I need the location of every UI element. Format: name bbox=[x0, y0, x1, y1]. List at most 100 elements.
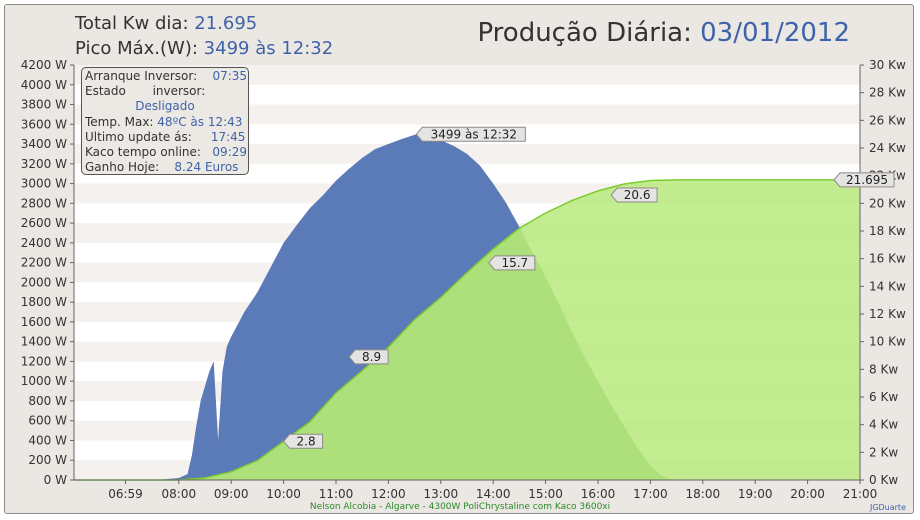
y-left-tick-label: 1200 W bbox=[21, 354, 67, 368]
y-right-tick-label: 24 Kw bbox=[869, 141, 906, 155]
gain-label: Ganho Hoje: bbox=[85, 160, 160, 175]
peak-label: Pico Máx.(W): bbox=[75, 38, 198, 59]
state-value: Desligado bbox=[135, 99, 195, 114]
y-left-tick-label: 3800 W bbox=[21, 98, 67, 112]
y-right-tick-label: 16 Kw bbox=[869, 252, 906, 266]
temp-label: Temp. Max: bbox=[85, 114, 154, 129]
y-left-tick-label: 1000 W bbox=[21, 374, 67, 388]
startup-label: Arranque Inversor: bbox=[85, 69, 198, 83]
total-kw-label: Total Kw dia: bbox=[75, 13, 189, 34]
y-right-tick-label: 20 Kw bbox=[869, 196, 906, 210]
y-left-tick-label: 200 W bbox=[28, 453, 67, 467]
x-tick-label: 19:00 bbox=[738, 487, 773, 501]
y-left-tick-label: 1400 W bbox=[21, 335, 67, 349]
y-left-tick-label: 400 W bbox=[28, 433, 67, 447]
data-label: 8.9 bbox=[348, 349, 389, 365]
x-tick-label: 20:00 bbox=[790, 487, 825, 501]
data-label-text: 21.695 bbox=[846, 173, 888, 187]
y-left-tick-label: 4200 W bbox=[21, 58, 67, 72]
y-right-tick-label: 12 Kw bbox=[869, 307, 906, 321]
data-label-box bbox=[282, 433, 324, 449]
state-label-2: inversor: bbox=[152, 84, 206, 99]
y-left-tick-label: 2400 W bbox=[21, 236, 67, 250]
x-tick-label: 15:00 bbox=[528, 487, 563, 501]
y-left-tick-label: 3000 W bbox=[21, 177, 67, 191]
x-tick-label: 12:00 bbox=[371, 487, 406, 501]
y-right-tick-label: 30 Kw bbox=[869, 58, 906, 72]
y-left-tick-label: 3200 W bbox=[21, 157, 67, 171]
y-right-tick-label: 10 Kw bbox=[869, 335, 906, 349]
peak-line: Pico Máx.(W): 3499 às 12:32 bbox=[75, 38, 333, 59]
y-left-tick-label: 800 W bbox=[28, 394, 67, 408]
update-value: 17:45 bbox=[210, 129, 246, 144]
title-date: 03/01/2012 bbox=[700, 18, 850, 48]
y-left-tick-label: 0 W bbox=[44, 473, 67, 487]
grid-band bbox=[74, 104, 860, 125]
data-label: 21.695 bbox=[833, 172, 895, 188]
x-tick-label: 08:00 bbox=[162, 487, 197, 501]
y-left-tick-label: 4000 W bbox=[21, 78, 67, 92]
page-title: Produção Diária: 03/01/2012 bbox=[477, 18, 850, 48]
y-right-tick-label: 18 Kw bbox=[869, 224, 906, 238]
total-kw-value: 21.695 bbox=[194, 13, 258, 34]
data-label: 2.8 bbox=[282, 433, 324, 449]
credit: JGDuarte bbox=[869, 503, 906, 512]
y-right-tick-label: 8 Kw bbox=[869, 362, 898, 376]
annotations: 2.8 8.9 15.7 20.6 3499 às 12:32 21.695 bbox=[282, 126, 895, 449]
data-label-text: 8.9 bbox=[362, 350, 381, 364]
total-kw-line: Total Kw dia: 21.695 bbox=[75, 13, 257, 34]
y-left-tick-label: 2000 W bbox=[21, 275, 67, 289]
data-label: 20.6 bbox=[610, 187, 658, 203]
y-left-tick-label: 3600 W bbox=[21, 117, 67, 131]
data-label-box bbox=[833, 172, 895, 188]
data-label-text: 20.6 bbox=[624, 188, 651, 202]
y-left-tick-label: 2200 W bbox=[21, 256, 67, 270]
y-right-tick-label: 4 Kw bbox=[869, 418, 898, 432]
energy-series bbox=[74, 179, 860, 481]
y-right-tick-label: 26 Kw bbox=[869, 113, 906, 127]
online-label: Kaco tempo online: bbox=[85, 145, 201, 160]
data-label: 3499 às 12:32 bbox=[415, 126, 526, 142]
update-label: Ultimo update ás: bbox=[85, 129, 192, 144]
data-label: 15.7 bbox=[488, 255, 536, 271]
x-tick-label: 06:59 bbox=[108, 487, 143, 501]
x-tick-label: 16:00 bbox=[581, 487, 616, 501]
axes: 0 W 200 W 400 W 600 W 800 W 1000 W 1200 W 1400 … bbox=[21, 58, 906, 501]
x-tick-label: 17:00 bbox=[633, 487, 668, 501]
y-right-tick-label: 28 Kw bbox=[869, 86, 906, 100]
data-label-box bbox=[610, 187, 658, 203]
x-tick-label: 21:00 bbox=[843, 487, 878, 501]
online-value: 09:29 bbox=[212, 145, 248, 160]
startup-value: 07:35 bbox=[212, 69, 248, 83]
x-tick-label: 13:00 bbox=[424, 487, 459, 501]
y-left-tick-label: 2800 W bbox=[21, 196, 67, 210]
data-label-text: 15.7 bbox=[501, 256, 528, 270]
data-label-text: 2.8 bbox=[297, 434, 316, 448]
data-label-box bbox=[348, 349, 389, 365]
data-label-text: 3499 às 12:32 bbox=[431, 127, 517, 141]
y-right-tick-label: 6 Kw bbox=[869, 390, 898, 404]
data-label-box bbox=[488, 255, 536, 271]
y-left-tick-label: 600 W bbox=[28, 414, 67, 428]
info-box: Arranque Inversor: 07:35 Estado inversor… bbox=[81, 67, 249, 175]
y-left-tick-label: 1600 W bbox=[21, 315, 67, 329]
y-left-tick-label: 2600 W bbox=[21, 216, 67, 230]
y-right-tick-label: 2 Kw bbox=[869, 445, 898, 459]
footer-caption: Nelson Alcobia - Algarve - 4300W PoliChr… bbox=[309, 502, 611, 512]
y-right-tick-label: 0 Kw bbox=[869, 473, 898, 487]
y-right-tick-label: 14 Kw bbox=[869, 279, 906, 293]
gain-value: 8.24 Euros bbox=[174, 160, 239, 175]
peak-value: 3499 às 12:32 bbox=[203, 38, 334, 59]
data-label-box bbox=[415, 126, 526, 142]
temp-value: 48ºC às 12:43 bbox=[157, 114, 243, 129]
grid-band bbox=[74, 65, 860, 85]
energy-line bbox=[74, 179, 860, 481]
energy-area bbox=[74, 179, 860, 480]
y-left-tick-label: 1800 W bbox=[21, 295, 67, 309]
x-tick-label: 11:00 bbox=[319, 487, 354, 501]
y-left-tick-label: 3400 W bbox=[21, 137, 67, 151]
x-tick-label: 10:00 bbox=[266, 487, 301, 501]
x-tick-label: 18:00 bbox=[686, 487, 721, 501]
x-tick-label: 14:00 bbox=[476, 487, 511, 501]
